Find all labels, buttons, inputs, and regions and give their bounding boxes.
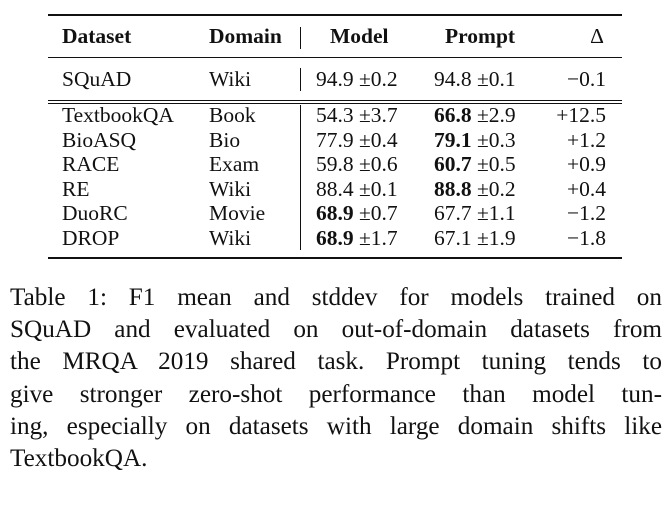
- table-header-row: Dataset Domain Model Prompt Δ: [48, 24, 622, 49]
- caption-line: SQuAD and evaluated on out-of-domain dat…: [10, 316, 662, 344]
- model-mean: 68.9: [316, 226, 354, 250]
- cell-dataset: DROP: [62, 226, 120, 250]
- prompt-mean: 66.8: [434, 103, 472, 127]
- header-domain: Domain: [209, 24, 282, 48]
- model-std: ±0.1: [359, 176, 398, 201]
- in-domain-column-separator: [300, 68, 301, 91]
- model-mean: 94.9: [316, 67, 354, 91]
- table-row: RACE Exam 59.8 ±0.6 60.7 ±0.5 +0.9: [48, 152, 622, 177]
- cell-dataset: RACE: [62, 152, 120, 177]
- model-std: ±0.4: [359, 127, 398, 152]
- model-std: ±0.7: [359, 201, 398, 226]
- header-delta: Δ: [590, 24, 604, 48]
- cell-domain: Movie: [209, 201, 266, 226]
- model-mean: 88.4: [316, 176, 354, 201]
- cell-prompt: 66.8 ±2.9: [434, 103, 516, 128]
- header-model: Model: [330, 24, 389, 48]
- model-mean: 77.9: [316, 127, 354, 152]
- caption-line: give stronger zero-shot performance than…: [10, 380, 662, 408]
- prompt-std: ±0.1: [477, 67, 516, 91]
- cell-prompt: 79.1 ±0.3: [434, 128, 516, 153]
- prompt-mean: 67.7: [434, 201, 472, 226]
- cell-model: 68.9 ±0.7: [316, 201, 398, 226]
- prompt-std: ±1.1: [477, 201, 516, 226]
- cell-prompt: 67.7 ±1.1: [434, 201, 516, 226]
- table-bottom-rule: [48, 257, 622, 259]
- cell-delta: +0.4: [566, 176, 606, 201]
- prompt-std: ±0.2: [477, 176, 516, 201]
- table-row: RE Wiki 88.4 ±0.1 88.8 ±0.2 +0.4: [48, 177, 622, 202]
- ood-column-separator: [300, 105, 301, 250]
- table-row: TextbookQA Book 54.3 ±3.7 66.8 ±2.9 +12.5: [48, 103, 622, 128]
- model-std: ±0.6: [359, 152, 398, 177]
- table-top-rule: [48, 14, 622, 16]
- prompt-std: ±2.9: [477, 103, 516, 127]
- cell-delta: −1.2: [566, 201, 606, 226]
- prompt-std: ±1.9: [477, 226, 516, 250]
- header-prompt: Prompt: [445, 24, 516, 48]
- cell-domain: Book: [209, 103, 256, 127]
- cell-dataset: DuoRC: [62, 201, 128, 226]
- header-column-separator: [300, 27, 301, 49]
- model-std: ±0.2: [359, 67, 398, 91]
- prompt-std: ±0.3: [477, 127, 516, 152]
- cell-dataset: SQuAD: [62, 67, 132, 91]
- cell-dataset: BioASQ: [62, 127, 137, 152]
- cell-dataset: TextbookQA: [62, 103, 174, 127]
- model-std: ±3.7: [359, 103, 398, 127]
- caption-line: TextbookQA.: [10, 445, 148, 473]
- cell-prompt: 67.1 ±1.9: [434, 226, 516, 251]
- cell-domain: Wiki: [209, 67, 252, 91]
- cell-model: 77.9 ±0.4: [316, 128, 398, 153]
- cell-model: 68.9 ±1.7: [316, 226, 398, 251]
- prompt-mean: 67.1: [434, 226, 472, 250]
- prompt-mean: 88.8: [434, 176, 472, 201]
- prompt-mean: 79.1: [434, 127, 472, 152]
- table-row: DuoRC Movie 68.9 ±0.7 67.7 ±1.1 −1.2: [48, 201, 622, 226]
- table-caption: Table 1: F1 mean and stddev for models t…: [10, 282, 662, 475]
- cell-dataset: RE: [62, 176, 90, 201]
- cell-delta: −0.1: [566, 67, 606, 91]
- caption-line: ing, especially on datasets with large d…: [10, 412, 662, 440]
- cell-prompt: 60.7 ±0.5: [434, 152, 516, 177]
- model-mean: 59.8: [316, 152, 354, 177]
- prompt-mean: 60.7: [434, 152, 472, 177]
- cell-domain: Bio: [209, 127, 241, 152]
- cell-model: 88.4 ±0.1: [316, 177, 398, 202]
- table-row: BioASQ Bio 77.9 ±0.4 79.1 ±0.3 +1.2: [48, 128, 622, 153]
- cell-model: 59.8 ±0.6: [316, 152, 398, 177]
- in-domain-rule: [48, 100, 622, 101]
- cell-delta: +12.5: [556, 103, 606, 127]
- cell-domain: Exam: [209, 152, 260, 177]
- header-rule: [48, 57, 622, 58]
- caption-line: Table 1: F1 mean and stddev for models t…: [10, 284, 662, 311]
- table-row: DROP Wiki 68.9 ±1.7 67.1 ±1.9 −1.8: [48, 226, 622, 251]
- cell-delta: −1.8: [566, 226, 606, 250]
- prompt-std: ±0.5: [477, 152, 516, 177]
- caption-line: the MRQA 2019 shared task. Prompt tuning…: [10, 348, 662, 376]
- header-dataset: Dataset: [62, 24, 132, 48]
- model-std: ±1.7: [359, 226, 398, 250]
- cell-domain: Wiki: [209, 226, 252, 250]
- table-row: SQuAD Wiki 94.9 ±0.2 94.8 ±0.1 −0.1: [48, 67, 622, 92]
- cell-domain: Wiki: [209, 176, 252, 201]
- in-domain-rule-2: [48, 103, 622, 104]
- cell-model: 54.3 ±3.7: [316, 103, 398, 128]
- model-mean: 54.3: [316, 103, 354, 127]
- cell-model: 94.9 ±0.2: [316, 67, 398, 92]
- cell-delta: +1.2: [566, 127, 606, 152]
- cell-prompt: 88.8 ±0.2: [434, 177, 516, 202]
- model-mean: 68.9: [316, 201, 354, 226]
- cell-delta: +0.9: [566, 152, 606, 177]
- cell-prompt: 94.8 ±0.1: [434, 67, 516, 92]
- prompt-mean: 94.8: [434, 67, 472, 91]
